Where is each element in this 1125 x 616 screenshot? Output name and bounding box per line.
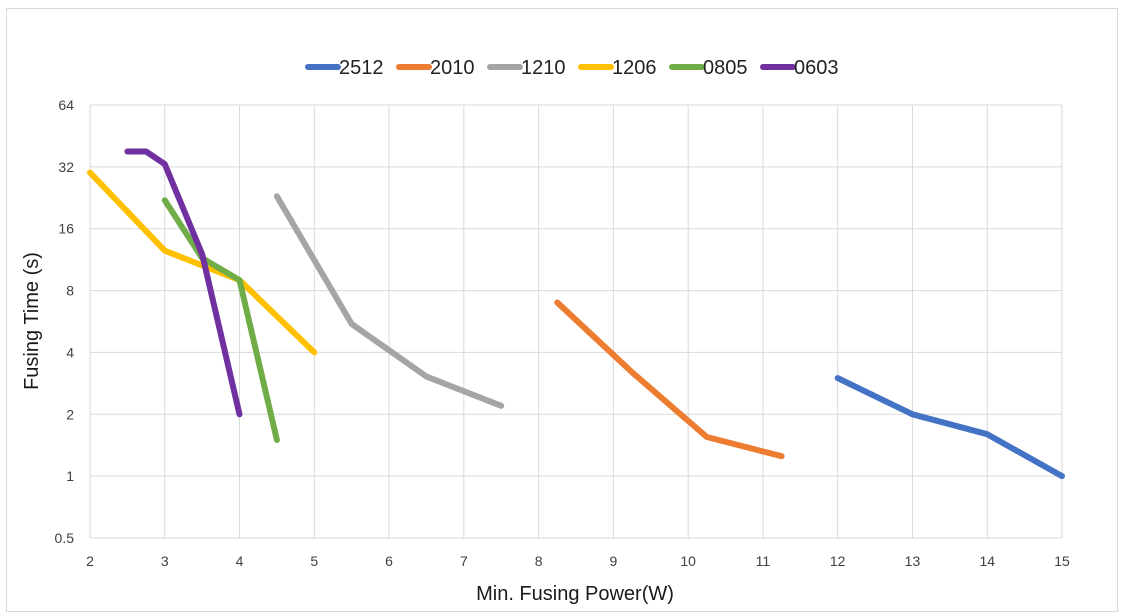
x-tick-label: 5 <box>310 553 318 569</box>
series-line-0603 <box>124 148 243 418</box>
x-tick-label: 13 <box>905 553 921 569</box>
x-tick-label: 11 <box>756 553 771 569</box>
y-tick-label: 8 <box>66 283 74 299</box>
y-tick-label: 2 <box>66 406 74 422</box>
x-tick-label: 9 <box>609 553 617 569</box>
legend-label-0603: 0603 <box>794 57 839 79</box>
legend: 2512 2010 1210 1206 0805 0603 <box>305 57 839 79</box>
legend-label-2512: 2512 <box>339 57 384 79</box>
series-lines <box>87 148 1065 480</box>
y-tick-label: 0.5 <box>55 530 75 546</box>
x-tick-label: 3 <box>161 553 169 569</box>
x-tick-label: 12 <box>830 553 846 569</box>
x-tick-label: 4 <box>236 553 244 569</box>
x-tick-label: 14 <box>979 553 995 569</box>
x-tick-label: 10 <box>680 553 696 569</box>
series-line-2010 <box>554 299 785 460</box>
legend-label-1206: 1206 <box>612 57 657 79</box>
x-tick-label: 7 <box>460 553 468 569</box>
y-tick-label: 16 <box>58 221 74 237</box>
x-axis-title: Min. Fusing Power(W) <box>476 583 674 605</box>
y-tick-label: 4 <box>66 344 74 360</box>
y-tick-label: 32 <box>58 159 74 175</box>
series-line-0805 <box>161 197 280 443</box>
legend-label-1210: 1210 <box>521 57 566 79</box>
x-tick-label: 8 <box>535 553 543 569</box>
series-line-2512 <box>834 375 1065 480</box>
y-tick-label: 1 <box>66 468 74 484</box>
x-tick-labels: 2 3 4 5 6 7 8 9 10 11 12 13 14 15 <box>86 553 1070 569</box>
x-tick-label: 15 <box>1054 553 1070 569</box>
series-line-1210 <box>273 193 505 409</box>
legend-label-2010: 2010 <box>430 57 475 79</box>
x-tick-label: 6 <box>385 553 393 569</box>
x-tick-label: 2 <box>86 553 94 569</box>
legend-label-0805: 0805 <box>703 57 748 79</box>
grid-lines <box>89 104 1063 539</box>
y-axis-title: Fusing Time (s) <box>21 252 43 390</box>
y-tick-label: 64 <box>58 97 74 113</box>
y-tick-labels: 0.5 1 2 4 8 16 32 64 <box>55 97 75 546</box>
